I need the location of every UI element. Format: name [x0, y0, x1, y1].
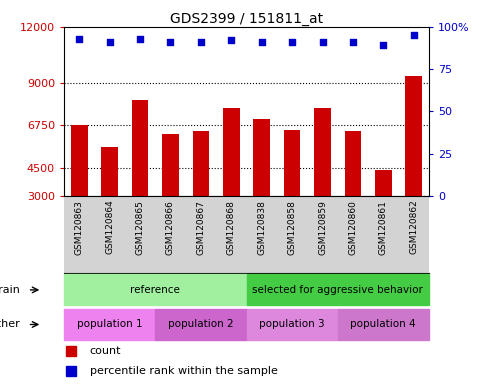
Point: [380, 42, 387, 48]
Text: strain: strain: [0, 285, 20, 295]
Bar: [284, 130, 300, 196]
Point: [167, 39, 175, 45]
Bar: [223, 108, 240, 196]
Text: GSM120860: GSM120860: [349, 200, 357, 255]
Title: GDS2399 / 151811_at: GDS2399 / 151811_at: [170, 12, 323, 26]
Bar: [64, 309, 155, 340]
Text: selected for aggressive behavior: selected for aggressive behavior: [252, 285, 423, 295]
Bar: [155, 309, 246, 340]
Bar: [102, 147, 118, 196]
Point: [136, 36, 144, 42]
Bar: [253, 119, 270, 196]
Point: [197, 39, 205, 45]
Text: GSM120859: GSM120859: [318, 200, 327, 255]
Text: GSM120862: GSM120862: [409, 200, 418, 255]
Text: GSM120864: GSM120864: [105, 200, 114, 255]
Text: population 4: population 4: [351, 319, 416, 329]
Point: [288, 39, 296, 45]
Point: [410, 32, 418, 38]
Text: percentile rank within the sample: percentile rank within the sample: [90, 366, 278, 376]
Text: population 1: population 1: [77, 319, 142, 329]
Point: [227, 37, 235, 43]
Point: [349, 39, 357, 45]
Text: population 2: population 2: [168, 319, 234, 329]
Bar: [345, 131, 361, 196]
Text: GSM120867: GSM120867: [196, 200, 206, 255]
Bar: [246, 274, 429, 306]
Text: other: other: [0, 319, 20, 329]
Text: reference: reference: [130, 285, 180, 295]
Text: population 3: population 3: [259, 319, 325, 329]
Text: GSM120838: GSM120838: [257, 200, 266, 255]
Text: GSM120861: GSM120861: [379, 200, 388, 255]
Bar: [71, 126, 88, 196]
Bar: [338, 309, 429, 340]
Bar: [375, 170, 391, 196]
Text: count: count: [90, 346, 121, 356]
Point: [75, 36, 83, 42]
Point: [318, 39, 326, 45]
Bar: [64, 274, 246, 306]
Bar: [193, 131, 209, 196]
Bar: [314, 108, 331, 196]
Text: GSM120858: GSM120858: [287, 200, 297, 255]
Text: GSM120866: GSM120866: [166, 200, 175, 255]
Text: GSM120863: GSM120863: [75, 200, 84, 255]
Text: GSM120868: GSM120868: [227, 200, 236, 255]
Bar: [405, 76, 422, 196]
Point: [258, 39, 266, 45]
Point: [106, 39, 113, 45]
Bar: [246, 309, 338, 340]
Text: GSM120865: GSM120865: [136, 200, 144, 255]
Bar: [162, 134, 179, 196]
Bar: [132, 100, 148, 196]
